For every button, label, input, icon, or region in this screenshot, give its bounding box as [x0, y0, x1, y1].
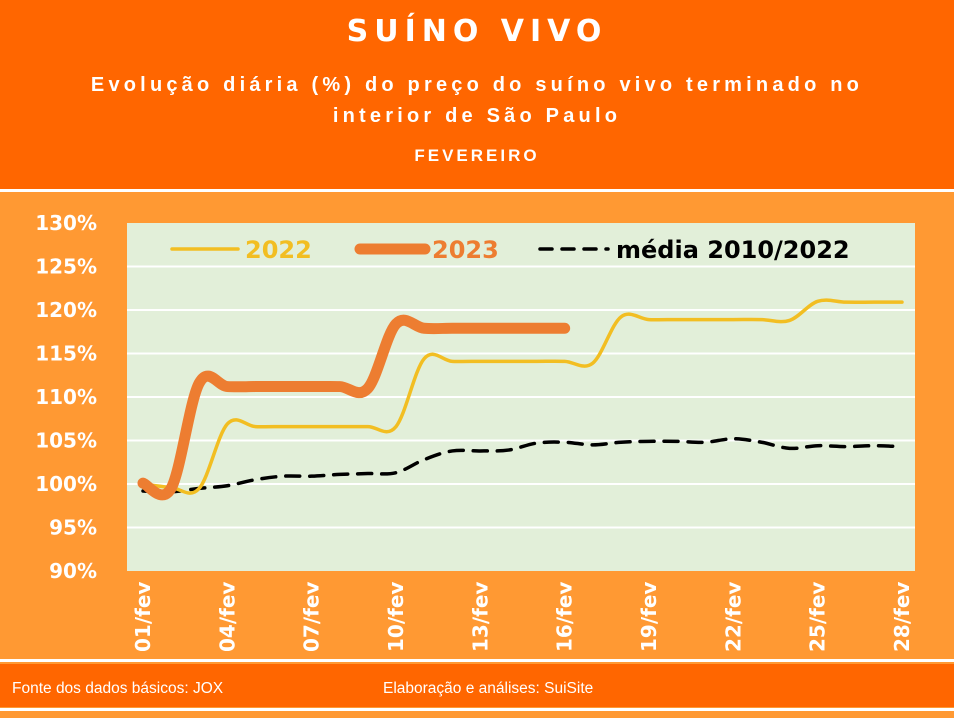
y-tick-label: 130% — [35, 211, 97, 235]
y-tick-label: 100% — [35, 472, 97, 496]
x-tick-label: 10/fev — [384, 582, 408, 652]
divider — [0, 708, 954, 711]
y-tick-label: 110% — [35, 385, 97, 409]
divider — [0, 659, 954, 662]
y-tick-label: 95% — [49, 516, 97, 540]
x-tick-label: 04/fev — [215, 582, 239, 652]
x-tick-label: 01/fev — [131, 582, 155, 652]
x-tick-label: 25/fev — [806, 582, 830, 652]
header: SUÍNO VIVO Evolução diária (%) do preço … — [0, 0, 954, 189]
series-line-m-dia-2010-2022 — [141, 437, 904, 494]
credits-text: Elaboração e análises: SuiSite — [383, 680, 594, 697]
y-tick-label: 125% — [35, 255, 97, 279]
x-tick-label: 19/fev — [637, 582, 661, 652]
legend-label: 2023 — [432, 236, 499, 264]
legend-label: média 2010/2022 — [616, 236, 850, 264]
series-line-2022 — [141, 298, 904, 495]
x-tick-label: 07/fev — [300, 582, 324, 652]
x-tick-label: 22/fev — [721, 582, 745, 652]
chart-title: SUÍNO VIVO — [346, 14, 608, 49]
divider — [0, 189, 954, 192]
line-chart: 90% 95% 100% 105% 110% 115% 120% 125% 130% 01/fe… — [35, 211, 915, 652]
footer: Fonte dos dados básicos: JOX Elaboração … — [0, 664, 954, 707]
y-tick-label: 105% — [35, 429, 97, 453]
y-tick-label: 90% — [49, 559, 97, 583]
y-tick-label: 115% — [35, 342, 97, 366]
x-tick-label: 28/fev — [890, 582, 914, 652]
x-tick-label: 16/fev — [553, 582, 577, 652]
y-tick-label: 120% — [35, 298, 97, 322]
x-tick-label: 13/fev — [468, 582, 492, 652]
series-line-2023 — [137, 314, 571, 501]
source-text: Fonte dos dados básicos: JOX — [12, 680, 224, 697]
month-label: FEVEREIRO — [414, 146, 540, 165]
legend-label: 2022 — [245, 236, 312, 264]
chart-subtitle: Evolução diária (%) do preço do suíno vi… — [90, 74, 864, 127]
